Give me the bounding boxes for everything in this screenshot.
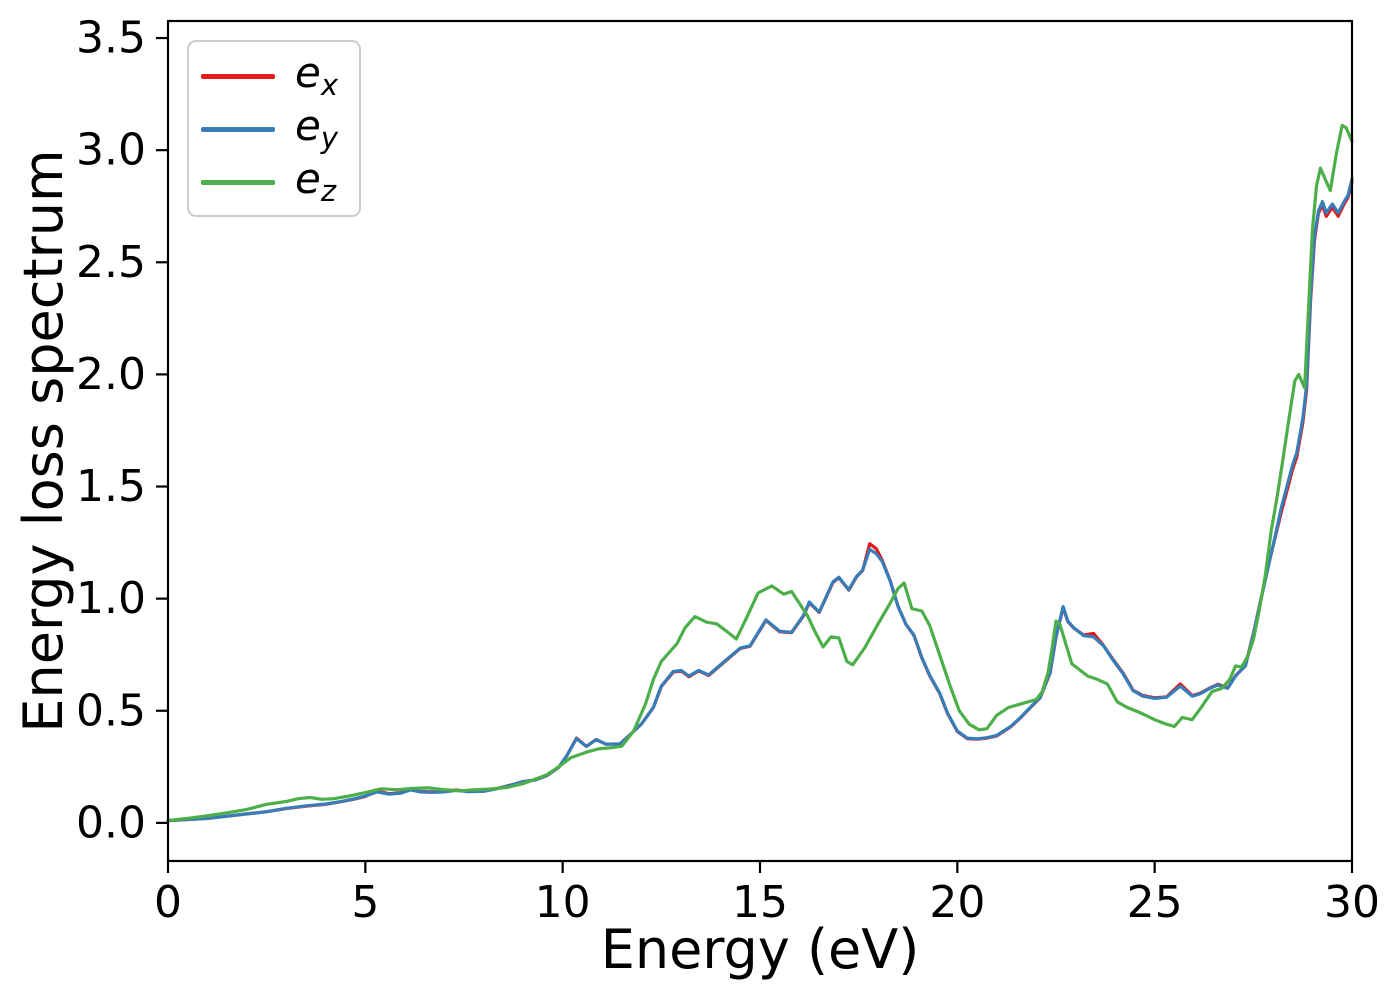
y-tick-label: 2.5	[76, 237, 146, 288]
x-tick-label: 20	[929, 877, 985, 928]
y-tick-label: 3.5	[76, 13, 146, 64]
legend: ex ey ez	[187, 40, 361, 217]
legend-label-e_y: ey	[295, 101, 339, 156]
x-tick-label: 15	[732, 877, 788, 928]
x-axis-title: Energy (eV)	[600, 918, 920, 981]
y-tick-label: 3.0	[76, 125, 146, 176]
x-tick-label: 0	[154, 877, 182, 928]
y-tick-label: 1.0	[76, 573, 146, 624]
series-line-e_z	[166, 123, 1354, 823]
legend-label-e_z: ez	[295, 154, 337, 209]
legend-item-e_z: ez	[201, 158, 347, 207]
legend-label-e_x: ex	[295, 48, 339, 103]
legend-swatch-e_x	[201, 74, 275, 79]
x-tick-label: 30	[1324, 877, 1380, 928]
legend-swatch-e_z	[201, 180, 275, 185]
legend-swatch-e_y	[201, 127, 275, 132]
x-tick-label: 5	[351, 877, 379, 928]
legend-item-e_y: ey	[201, 105, 347, 154]
y-tick-label: 2.0	[76, 349, 146, 400]
x-tick-label: 10	[535, 877, 591, 928]
x-tick-label: 25	[1127, 877, 1183, 928]
plot-spines	[166, 19, 1354, 863]
y-axis-title: Energy loss spectrum	[12, 149, 75, 733]
y-tick-label: 0.0	[76, 797, 146, 848]
y-tick-label: 0.5	[76, 685, 146, 736]
y-tick-label: 1.5	[76, 461, 146, 512]
legend-item-e_x: ex	[201, 52, 347, 101]
